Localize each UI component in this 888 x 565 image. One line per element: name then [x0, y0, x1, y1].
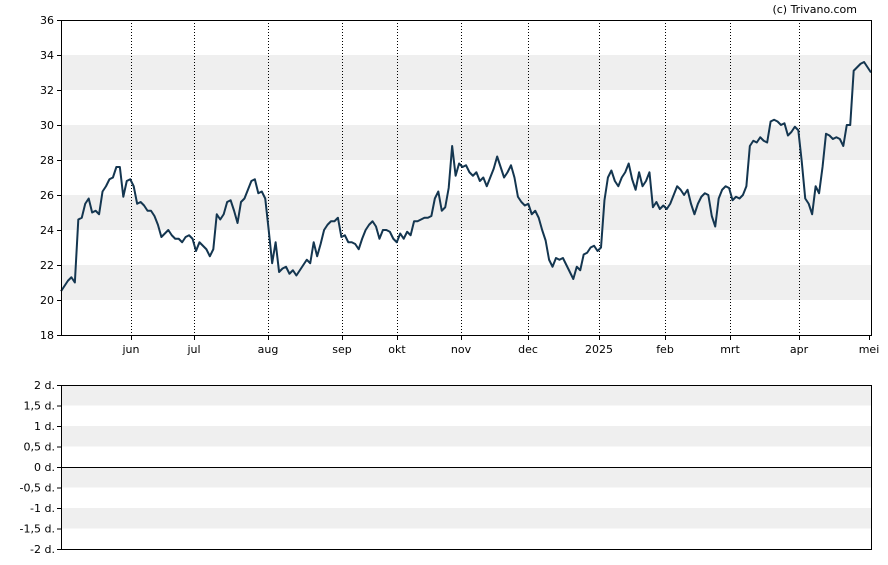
- y-tick-label: 26: [40, 189, 54, 202]
- y-tick-label: 34: [40, 49, 54, 62]
- x-tick-label: 2025: [585, 343, 613, 356]
- y-tick-label: 30: [40, 119, 54, 132]
- days-tick-label: -2 d.: [30, 543, 55, 556]
- y-tick-label: 22: [40, 259, 54, 272]
- price-band: [61, 195, 871, 230]
- copyright-label: (c) Trivano.com: [772, 3, 857, 16]
- x-tick-label: jul: [186, 343, 200, 356]
- days-band: [61, 426, 871, 447]
- time-x-axis: jun jul aug sep okt nov dec 2025 feb mrt apr mei: [122, 335, 880, 356]
- days-band: [61, 467, 871, 488]
- days-y-axis: 2 d. 1,5 d. 1 d. 0,5 d. 0 d. -0,5 d. -1 d. -1,5…: [20, 379, 61, 556]
- days-band: [61, 508, 871, 529]
- price-series-line: [60, 61, 872, 292]
- days-tick-label: 1,5 d.: [24, 400, 55, 413]
- y-tick-label: 24: [40, 224, 54, 237]
- days-tick-label: 2 d.: [34, 379, 55, 392]
- x-tick-label: mrt: [720, 343, 740, 356]
- days-tick-label: 0 d.: [34, 461, 55, 474]
- days-chart-frame: [61, 385, 872, 550]
- price-chart-bands: [61, 55, 871, 300]
- y-tick-label: 20: [40, 294, 54, 307]
- x-tick-label: jun: [122, 343, 140, 356]
- price-band: [61, 265, 871, 300]
- x-tick-label: mei: [859, 343, 880, 356]
- y-tick-label: 32: [40, 84, 54, 97]
- x-tick-label: feb: [656, 343, 674, 356]
- days-tick-label: 1 d.: [34, 420, 55, 433]
- days-tick-label: -0,5 d.: [20, 482, 55, 495]
- price-y-axis: 18 20 22 24 26 28 30 32 34 36: [40, 14, 61, 342]
- x-tick-label: apr: [790, 343, 809, 356]
- price-band: [61, 125, 871, 160]
- x-tick-label: okt: [388, 343, 406, 356]
- x-tick-label: aug: [258, 343, 279, 356]
- days-band: [61, 385, 871, 406]
- x-tick-label: nov: [451, 343, 472, 356]
- x-tick-label: sep: [332, 343, 351, 356]
- y-tick-label: 18: [40, 329, 54, 342]
- price-band: [61, 55, 871, 90]
- days-tick-label: -1 d.: [30, 502, 55, 515]
- y-tick-label: 28: [40, 154, 54, 167]
- days-tick-label: -1,5 d.: [20, 523, 55, 536]
- days-tick-label: 0,5 d.: [24, 441, 55, 454]
- days-chart-bands: [61, 385, 871, 529]
- y-tick-label: 36: [40, 14, 54, 27]
- price-chart-frame: [61, 20, 872, 336]
- x-tick-label: dec: [518, 343, 538, 356]
